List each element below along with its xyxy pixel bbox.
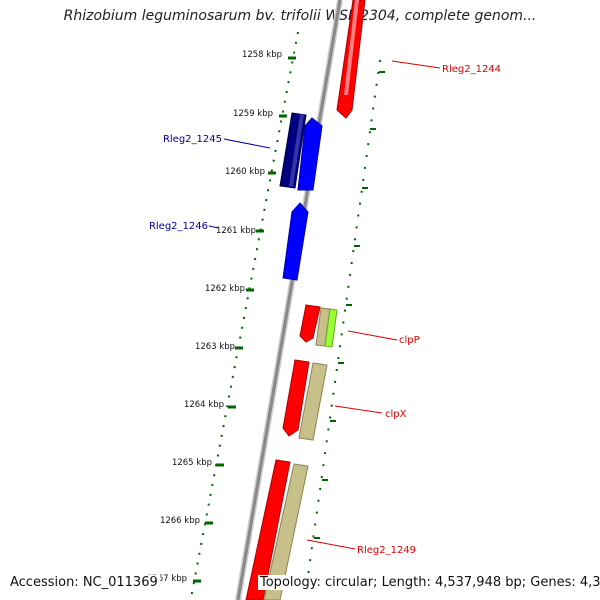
gene-label-rleg2-1244[interactable]: Rleg2_1244 <box>442 64 501 75</box>
tick-label: 1263 kbp <box>195 342 235 352</box>
gene-label-clpp[interactable]: clpP <box>399 335 420 346</box>
leader-clpx <box>334 405 383 414</box>
gene-label-clpx[interactable]: clpX <box>385 409 407 420</box>
gene-rleg2-1245-dark-shade <box>289 114 304 187</box>
backbone <box>236 0 342 600</box>
gene-clpp-neighbor-lime <box>324 308 338 348</box>
leader-rleg2-1249 <box>306 539 356 550</box>
leader-rleg2-1245 <box>223 138 271 149</box>
gene-rleg2-1249-khaki <box>263 463 309 600</box>
leader-rleg2-1246 <box>208 225 219 229</box>
tick-label: 1262 kbp <box>205 284 245 294</box>
gene-rleg2-1249[interactable] <box>245 459 291 600</box>
outer-tick-marks <box>314 71 385 539</box>
tick-label: 1258 kbp <box>242 50 282 60</box>
tick-label: 1267 kbp <box>147 574 187 584</box>
tick-label: 1265 kbp <box>172 458 212 468</box>
gene-label-rleg2-1249[interactable]: Rleg2_1249 <box>357 545 416 556</box>
tick-label: 1266 kbp <box>160 516 200 526</box>
gene-clpx-khaki <box>298 362 328 441</box>
gene-clpx[interactable] <box>282 359 310 437</box>
gene-rleg2-1245[interactable] <box>297 117 323 191</box>
gene-label-rleg2-1246[interactable]: Rleg2_1246 <box>149 221 208 232</box>
topology-label: Topology: circular; Length: 4,537,948 bp… <box>258 575 600 590</box>
gene-label-rleg2-1245[interactable]: Rleg2_1245 <box>163 134 222 145</box>
tick-label: 1261 kbp <box>216 226 256 236</box>
tick-label: 1259 kbp <box>233 109 273 119</box>
tick-label: 1264 kbp <box>184 400 224 410</box>
tick-label: 1260 kbp <box>225 167 265 177</box>
outer-dotted-ring <box>305 59 381 591</box>
gene-rleg2-1246[interactable] <box>282 202 309 281</box>
gene-clpp[interactable] <box>299 304 321 343</box>
inner-dotted-ring <box>190 31 299 599</box>
leader-clpp <box>347 330 398 341</box>
gene-rleg2-1244-highlight <box>344 0 359 95</box>
leader-rleg2-1244 <box>391 60 441 69</box>
accession-label: Accession: NC_011369 <box>8 575 160 590</box>
map-title: Rhizobium leguminosarum bv. trifolii WSM… <box>63 8 537 24</box>
tick-marks <box>193 56 296 583</box>
